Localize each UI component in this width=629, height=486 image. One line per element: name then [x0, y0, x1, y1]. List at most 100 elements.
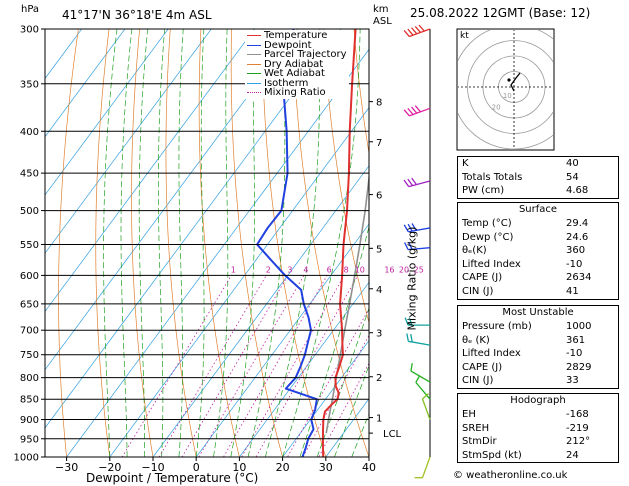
panel-row-value: 24 — [566, 449, 579, 461]
panel-row-value: 24.6 — [566, 231, 589, 243]
pressure-tick-label: 750 — [20, 350, 39, 361]
wet-adiabat-line — [264, 29, 321, 457]
dry-adiabat-line — [131, 29, 154, 457]
most-unstable-title: Most Unstable — [502, 307, 574, 318]
wind-barb — [414, 456, 431, 479]
pressure-tick-label: 550 — [20, 240, 39, 251]
isotherm-line — [66, 48, 369, 457]
pressure-tick-label: 850 — [20, 395, 39, 406]
mixing-ratio-label: 8 — [344, 265, 349, 274]
legend-swatch — [247, 35, 261, 37]
mixing-ratio-line — [302, 334, 369, 457]
mixing-ratio-line — [318, 362, 369, 457]
storm-motion-marker — [507, 78, 511, 82]
legend-swatch — [247, 63, 261, 65]
isotherm-line — [109, 107, 369, 457]
pressure-tick-label: 500 — [20, 206, 39, 217]
legend-swatch — [247, 73, 261, 75]
pressure-tick-label: 300 — [20, 25, 39, 36]
temp-tick-label: 0 — [193, 461, 200, 474]
isotherm-line — [45, 29, 83, 80]
panel-row-value: 29.4 — [566, 218, 589, 229]
pressure-tick-label: 450 — [20, 169, 39, 180]
mixing-ratio-line — [198, 275, 305, 457]
panel-row: Pressure (mb) 1000 — [458, 320, 618, 334]
panel-row: StmDir 212° — [458, 435, 618, 449]
wind-barb — [403, 24, 431, 38]
panel-row-value: 40 — [566, 158, 579, 169]
legend-label: Dry Adiabat — [264, 58, 324, 70]
temp-tick-label: 10 — [232, 461, 246, 474]
legend-swatch — [247, 92, 261, 94]
temp-tick-label: 40 — [362, 461, 376, 474]
wind-barb — [404, 317, 430, 326]
most-unstable-panel: Most Unstable Pressure (mb) 1000 θₑ (K) 361… — [457, 305, 619, 389]
temperature-line — [321, 29, 357, 457]
panel-row-label: PW (cm) — [462, 185, 505, 197]
legend-item: Wet Adiabat — [247, 69, 347, 79]
panel-row-label: CIN (J) — [462, 285, 494, 297]
panel-row: StmSpd (kt) 24 — [458, 449, 618, 463]
dry-adiabat-line — [165, 29, 197, 457]
temp-tick-label: −20 — [98, 461, 121, 474]
panel-row-value: -10 — [566, 258, 583, 270]
km-tick-label: 4 — [376, 285, 382, 296]
panel-row: Dewp (°C) 24.6 — [458, 231, 618, 245]
pressure-tick-label: 1000 — [14, 453, 39, 464]
panel-row: CAPE (J) 2634 — [458, 271, 618, 285]
panel-row-value: 4.68 — [566, 185, 589, 197]
wet-adiabat-line — [334, 364, 369, 457]
panel-row-label: θₑ(K) — [462, 245, 487, 257]
pressure-tick-label: 950 — [20, 434, 39, 445]
panel-row-label: CAPE (J) — [462, 361, 503, 373]
wet-adiabat-line — [316, 307, 369, 457]
panel-row: Lifted Index -10 — [458, 347, 618, 361]
surface-panel: Surface Temp (°C) 29.4 Dewp (°C) 24.6 θₑ(K) 3… — [457, 202, 619, 300]
dewpoint-line — [256, 29, 318, 457]
panel-row: CIN (J) 41 — [458, 285, 618, 299]
pressure-tick-label: 600 — [20, 271, 39, 282]
panel-row-label: StmSpd (kt) — [462, 449, 522, 461]
hodograph-ring-label: 20 — [492, 103, 501, 111]
legend-item: Mixing Ratio — [247, 88, 347, 98]
mixing-ratio-label: 25 — [414, 265, 424, 274]
panel-row-value: 1000 — [566, 321, 592, 332]
legend-item: Dry Adiabat — [247, 58, 347, 70]
legend: Temperature Dewpoint Parcel Trajectory Dry … — [245, 30, 349, 99]
wind-barb — [410, 363, 431, 383]
hodograph-ring-label: 10 — [503, 92, 512, 100]
km-tick-label: 7 — [376, 138, 382, 149]
isotherm-line — [45, 29, 255, 313]
location-label: 41°17'N 36°18'E 4m ASL — [62, 8, 212, 22]
panel-row-label: Totals Totals — [462, 171, 523, 183]
pressure-unit-label: hPa — [21, 4, 40, 15]
mixing-ratio-label: 4 — [303, 265, 308, 274]
mixing-ratio-line — [121, 275, 232, 457]
panel-row-label: Dewp (°C) — [462, 231, 514, 243]
panel-row-value: 360 — [566, 245, 586, 257]
pressure-tick-label: 350 — [20, 79, 39, 90]
wet-adiabat-line — [178, 29, 184, 457]
legend-item: Temperature — [247, 31, 347, 41]
legend-label: Dewpoint — [264, 39, 312, 51]
panel-row: θₑ(K) 360 — [458, 244, 618, 258]
legend-label: Mixing Ratio — [264, 87, 326, 98]
asl-label: ASL — [373, 16, 392, 27]
km-tick-label: 1 — [376, 414, 382, 425]
isotherm-line — [282, 339, 369, 457]
wet-adiabat-line — [120, 29, 133, 457]
pressure-tick-label: 900 — [20, 415, 39, 426]
km-tick-label: 2 — [376, 373, 382, 384]
panel-row: θₑ (K) 361 — [458, 334, 618, 348]
panel-row-label: SREH — [462, 422, 490, 434]
wet-adiabat-line — [213, 29, 229, 457]
dry-adiabat-line — [353, 29, 369, 156]
wind-barb — [403, 105, 431, 117]
panel-row-value: 54 — [566, 171, 579, 183]
panel-row-value: -168 — [566, 409, 589, 420]
legend-label: Isotherm — [264, 77, 309, 89]
legend-label: Parcel Trajectory — [264, 49, 347, 60]
temp-tick-label: −10 — [141, 461, 164, 474]
panel-row: CAPE (J) 2829 — [458, 361, 618, 375]
